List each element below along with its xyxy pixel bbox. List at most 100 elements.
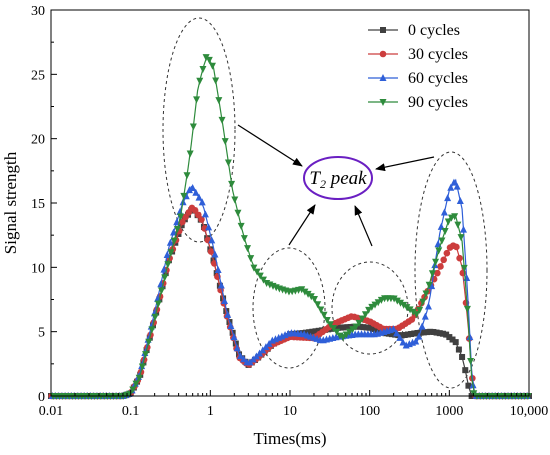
- data-point: [376, 328, 383, 335]
- data-point: [450, 178, 458, 186]
- data-point: [437, 263, 444, 270]
- arrow-to-label-from-left: [237, 124, 303, 167]
- data-point: [231, 196, 239, 204]
- data-point: [312, 328, 319, 335]
- data-point: [428, 270, 436, 278]
- x-tick-label: 10: [283, 404, 297, 419]
- data-point: [315, 327, 322, 334]
- data-point: [443, 331, 450, 338]
- data-point: [455, 346, 462, 353]
- data-point: [326, 321, 334, 329]
- data-point: [177, 213, 185, 221]
- data-point: [441, 227, 449, 235]
- data-point: [135, 374, 143, 382]
- data-point: [424, 329, 431, 336]
- data-point: [306, 329, 313, 336]
- data-point: [198, 216, 205, 223]
- series-line: [51, 208, 529, 397]
- data-point: [163, 251, 171, 259]
- data-point: [205, 56, 213, 64]
- data-point: [205, 223, 213, 231]
- data-point: [406, 306, 414, 314]
- legend-label: 30 cycles: [408, 46, 468, 63]
- data-point: [389, 325, 397, 333]
- data-point: [414, 329, 421, 336]
- data-point: [240, 235, 248, 243]
- data-point: [401, 331, 408, 338]
- data-point: [170, 237, 178, 245]
- data-point: [436, 330, 443, 337]
- data-point: [126, 390, 134, 398]
- data-point: [398, 332, 405, 339]
- data-point: [462, 367, 469, 374]
- y-tick-label: 15: [31, 197, 45, 212]
- data-point: [237, 222, 245, 230]
- data-point: [355, 319, 363, 327]
- data-point: [196, 77, 204, 85]
- data-point: [299, 330, 306, 337]
- data-point: [465, 382, 472, 389]
- data-point: [393, 329, 401, 337]
- legend-marker: [379, 99, 387, 106]
- y-axis-title: Signal strength: [1, 151, 20, 254]
- data-point: [247, 255, 255, 263]
- data-point: [404, 331, 411, 338]
- data-point: [323, 317, 331, 325]
- series-line: [51, 209, 529, 397]
- data-point: [201, 210, 209, 218]
- data-point: [422, 290, 430, 298]
- data-point: [207, 248, 215, 255]
- data-point: [129, 386, 137, 394]
- data-point: [400, 301, 408, 309]
- data-point: [334, 324, 341, 331]
- data-point: [453, 182, 461, 190]
- data-point: [411, 330, 418, 337]
- annotation-group: T2 peak: [162, 17, 488, 389]
- data-point: [208, 236, 216, 244]
- data-point: [363, 324, 370, 331]
- data-point: [435, 247, 443, 255]
- data-point: [388, 331, 395, 338]
- data-point: [180, 192, 188, 200]
- data-point: [198, 198, 206, 206]
- data-point: [366, 324, 373, 331]
- data-point: [460, 264, 468, 272]
- data-point: [412, 337, 420, 345]
- data-point: [452, 339, 459, 346]
- data-point: [408, 330, 415, 337]
- data-point: [416, 306, 424, 314]
- data-point: [148, 326, 156, 334]
- data-point: [176, 208, 184, 216]
- data-point: [330, 325, 338, 333]
- data-point: [460, 225, 468, 233]
- data-point: [440, 208, 448, 216]
- data-point: [361, 311, 369, 319]
- legend-marker: [379, 74, 387, 81]
- legend: 0 cycles 30 cycles 60 cycles 90 cycles: [368, 22, 468, 111]
- data-point: [179, 218, 186, 226]
- data-point: [447, 183, 455, 191]
- data-point: [418, 322, 426, 330]
- legend-label: 60 cycles: [408, 70, 468, 87]
- data-point: [183, 172, 191, 180]
- data-point: [151, 313, 159, 321]
- data-point: [373, 327, 380, 334]
- data-point: [164, 261, 172, 269]
- data-point: [430, 328, 437, 335]
- x-tick-label: 10,000: [510, 404, 549, 419]
- legend-item: 30 cycles: [368, 46, 468, 63]
- data-point: [432, 258, 440, 266]
- data-point: [403, 304, 411, 312]
- data-point: [314, 301, 322, 309]
- data-point: [440, 256, 447, 264]
- data-point: [217, 281, 225, 289]
- t2-peak-label: T2 peak: [309, 168, 367, 191]
- legend-label: 90 cycles: [408, 94, 468, 111]
- data-point: [412, 311, 420, 319]
- data-point: [467, 358, 475, 366]
- data-point: [443, 249, 451, 257]
- data-point: [439, 330, 446, 337]
- data-point: [304, 290, 312, 298]
- data-point: [337, 324, 344, 331]
- data-point: [228, 180, 236, 188]
